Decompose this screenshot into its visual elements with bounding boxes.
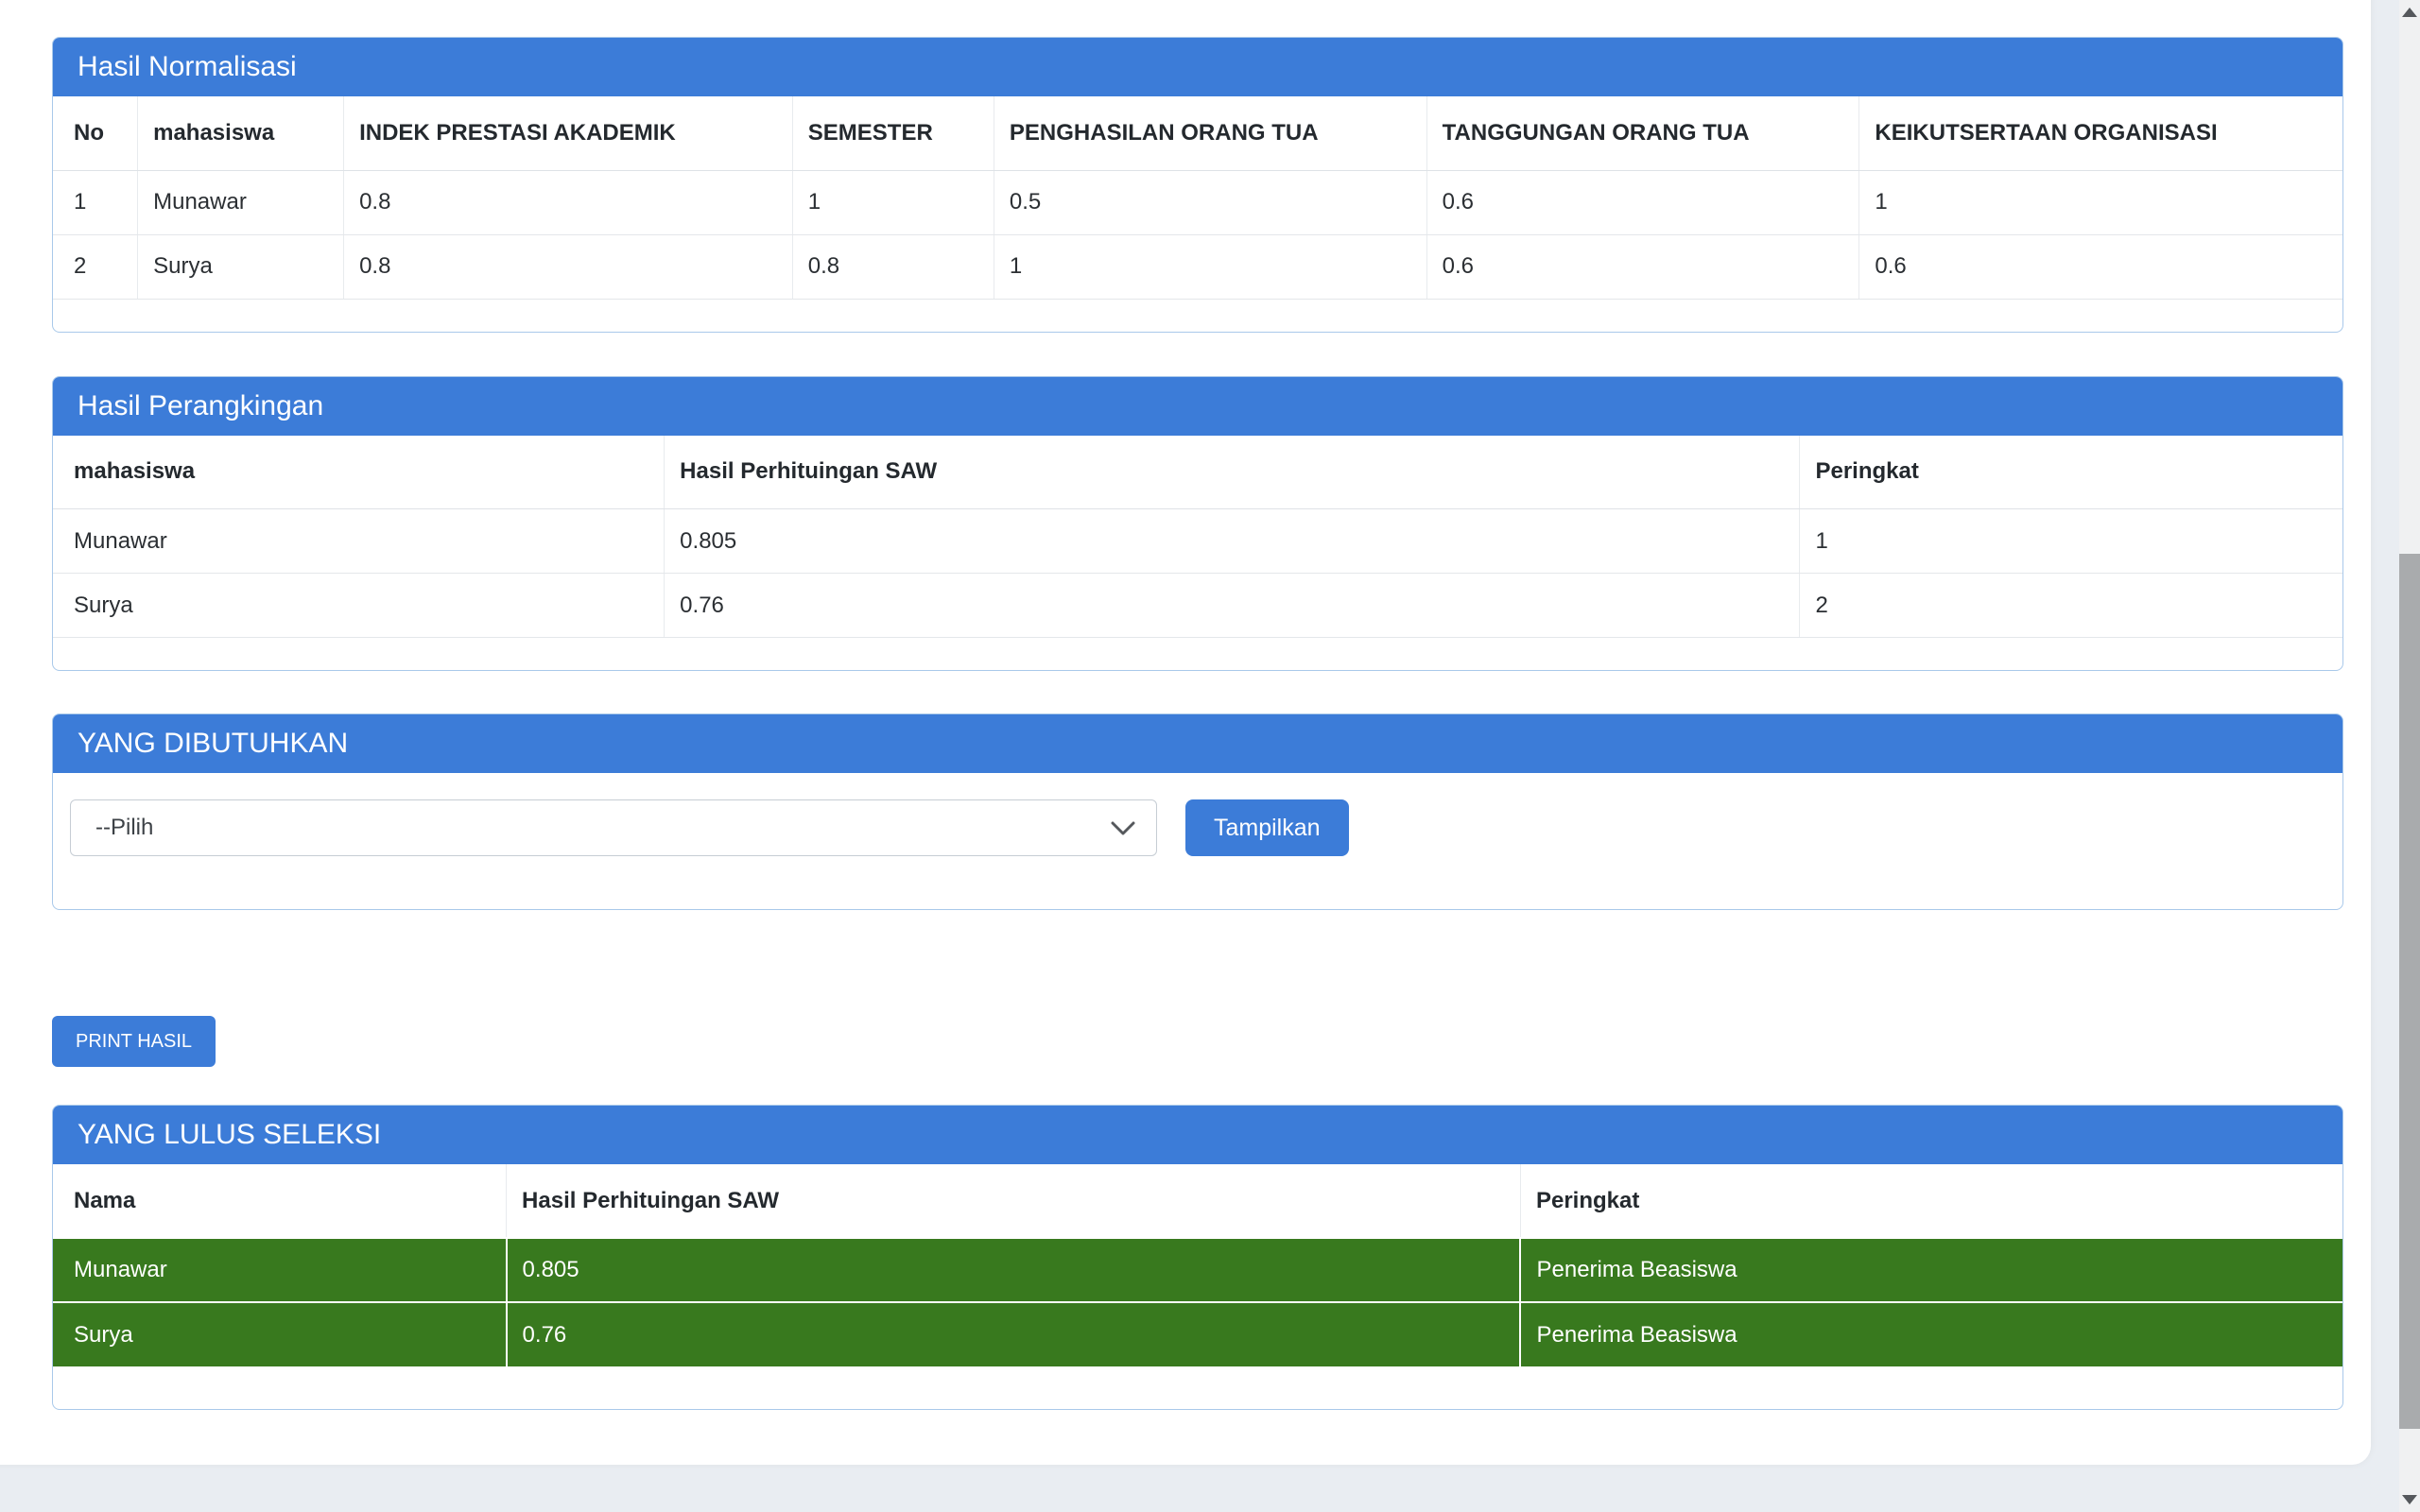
- table-row-success: Munawar 0.805 Penerima Beasiswa: [53, 1237, 2342, 1302]
- column-header: Nama: [53, 1164, 507, 1239]
- panel-hasil-normalisasi: Hasil Normalisasi No mahasiswa INDEK PRE…: [52, 37, 2343, 333]
- table-cell: 2: [1799, 573, 2342, 638]
- table-cell: 0.805: [664, 508, 1800, 574]
- table-row-success: Surya 0.76 Penerima Beasiswa: [53, 1301, 2342, 1366]
- panel-title-dibutuhkan: YANG DIBUTUHKAN: [53, 714, 2342, 773]
- table-header-row: Nama Hasil Perhituingan SAW Peringkat: [53, 1164, 2342, 1239]
- column-header: Peringkat: [1519, 1164, 2342, 1239]
- table-cell: Munawar: [53, 1237, 507, 1302]
- chevron-down-icon: [1111, 821, 1135, 835]
- table-cell: 0.6: [1858, 234, 2342, 300]
- table-cell: Surya: [53, 573, 665, 638]
- main-content: Hasil Normalisasi No mahasiswa INDEK PRE…: [52, 0, 2343, 1410]
- table-cell: 0.8: [343, 234, 793, 300]
- table-cell: 1: [1799, 508, 2342, 574]
- column-header: Peringkat: [1799, 435, 2342, 509]
- panel-yang-lulus-seleksi: YANG LULUS SELEKSI Nama Hasil Perhituing…: [52, 1105, 2343, 1410]
- table-cell: 0.76: [664, 573, 1800, 638]
- column-header: mahasiswa: [53, 435, 665, 509]
- table-row: 2 Surya 0.8 0.8 1 0.6 0.6: [53, 234, 2342, 300]
- column-header: SEMESTER: [791, 96, 994, 171]
- panel-title-perangkingan: Hasil Perangkingan: [53, 376, 2342, 436]
- table-cell: Penerima Beasiswa: [1519, 1301, 2342, 1366]
- table-row: 1 Munawar 0.8 1 0.5 0.6 1: [53, 170, 2342, 235]
- filter-select-value: --Pilih: [95, 815, 154, 840]
- column-header: mahasiswa: [137, 96, 344, 171]
- lulus-table: Nama Hasil Perhituingan SAW Peringkat Mu…: [53, 1164, 2342, 1366]
- print-hasil-button[interactable]: PRINT HASIL: [52, 1016, 216, 1067]
- panel-hasil-perangkingan: Hasil Perangkingan mahasiswa Hasil Perhi…: [52, 375, 2343, 671]
- table-cell: 0.5: [993, 170, 1427, 235]
- column-header: PENGHASILAN ORANG TUA: [993, 96, 1427, 171]
- table-cell: 1: [1858, 170, 2342, 235]
- table-header-row: mahasiswa Hasil Perhituingan SAW Peringk…: [53, 435, 2342, 509]
- table-cell: 0.8: [791, 234, 994, 300]
- table-cell: 0.76: [505, 1301, 1521, 1366]
- table-cell: 2: [53, 234, 138, 300]
- column-header: KEIKUTSERTAAN ORGANISASI: [1858, 96, 2342, 171]
- table-row: Munawar 0.805 1: [53, 508, 2342, 574]
- scrollbar-thumb[interactable]: [2399, 554, 2420, 1429]
- table-row: Surya 0.76 2: [53, 573, 2342, 638]
- table-cell: Penerima Beasiswa: [1519, 1237, 2342, 1302]
- column-header: INDEK PRESTASI AKADEMIK: [343, 96, 793, 171]
- table-cell: 1: [993, 234, 1427, 300]
- table-header-row: No mahasiswa INDEK PRESTASI AKADEMIK SEM…: [53, 96, 2342, 171]
- scroll-up-arrow-icon[interactable]: [2402, 8, 2417, 17]
- normalisasi-table: No mahasiswa INDEK PRESTASI AKADEMIK SEM…: [53, 96, 2342, 300]
- table-cell: Munawar: [137, 170, 344, 235]
- table-cell: 0.6: [1426, 234, 1859, 300]
- tampilkan-button[interactable]: Tampilkan: [1185, 799, 1349, 856]
- table-cell: 0.805: [505, 1237, 1521, 1302]
- table-cell: Munawar: [53, 508, 665, 574]
- filter-select[interactable]: --Pilih: [70, 799, 1157, 856]
- table-cell: Surya: [137, 234, 344, 300]
- table-cell: 0.6: [1426, 170, 1859, 235]
- column-header: Hasil Perhituingan SAW: [664, 435, 1800, 509]
- table-cell: 0.8: [343, 170, 793, 235]
- table-cell: 1: [53, 170, 138, 235]
- column-header: TANGGUNGAN ORANG TUA: [1426, 96, 1859, 171]
- vertical-scrollbar[interactable]: [2399, 0, 2420, 1512]
- column-header: Hasil Perhituingan SAW: [506, 1164, 1521, 1239]
- scroll-down-arrow-icon[interactable]: [2402, 1495, 2417, 1504]
- perangkingan-table: mahasiswa Hasil Perhituingan SAW Peringk…: [53, 435, 2342, 638]
- panel-title-normalisasi: Hasil Normalisasi: [53, 38, 2342, 96]
- column-header: No: [53, 96, 138, 171]
- panel-title-lulus: YANG LULUS SELEKSI: [53, 1106, 2342, 1164]
- table-cell: 1: [791, 170, 994, 235]
- panel-yang-dibutuhkan: YANG DIBUTUHKAN --Pilih Tampilkan: [52, 713, 2343, 910]
- table-cell: Surya: [53, 1301, 507, 1366]
